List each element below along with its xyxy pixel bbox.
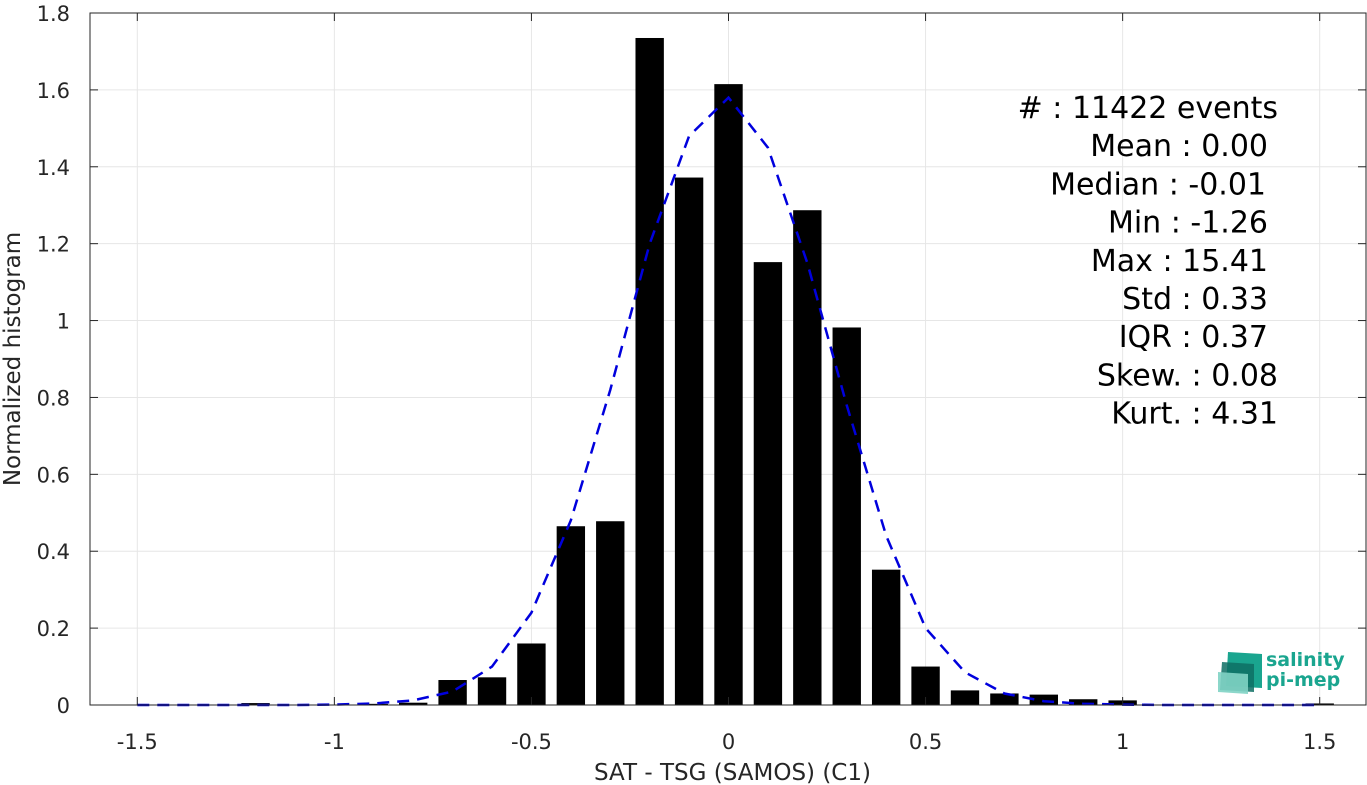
x-tick-label: 1 xyxy=(1116,730,1129,754)
x-axis-ticks: -1.5 -1 -0.5 0 0.5 1 1.5 xyxy=(117,13,1336,754)
logo-text-line1: salinity xyxy=(1266,649,1345,671)
histogram-bars xyxy=(241,37,1334,706)
histogram-bar xyxy=(793,210,822,705)
histogram-bar xyxy=(832,327,861,705)
y-tick-label: 1.4 xyxy=(37,156,70,180)
y-tick-label: 1.8 xyxy=(37,2,70,26)
stat-line: Kurt. : 4.31 xyxy=(1111,397,1278,432)
x-tick-label: 0 xyxy=(722,730,735,754)
y-tick-label: 0.6 xyxy=(37,463,70,487)
stat-line: Max : 15.41 xyxy=(1091,244,1268,279)
x-tick-label: -1.5 xyxy=(117,730,158,754)
x-tick-label: 0.5 xyxy=(909,730,942,754)
histogram-bar xyxy=(1029,694,1058,705)
logo-wave-front-icon xyxy=(1218,672,1248,694)
x-tick-label: 1.5 xyxy=(1303,730,1336,754)
histogram-bar xyxy=(241,703,270,705)
histogram-bar xyxy=(1069,699,1098,705)
histogram-bar xyxy=(399,702,428,705)
y-axis-label: Normalized histogram xyxy=(0,232,26,486)
y-tick-label: 0.4 xyxy=(37,540,70,564)
y-tick-label: 1.6 xyxy=(37,79,70,103)
salinity-pi-mep-logo: salinity pi-mep xyxy=(1218,649,1345,694)
histogram-bar xyxy=(359,703,388,705)
y-tick-label: 0 xyxy=(57,694,70,718)
y-tick-label: 1.2 xyxy=(37,233,70,257)
stat-line: Median : -0.01 xyxy=(1050,167,1266,202)
x-axis-label: SAT - TSG (SAMOS) (C1) xyxy=(594,760,871,785)
histogram-bar xyxy=(556,526,586,705)
histogram-bar xyxy=(477,677,507,705)
histogram-bar xyxy=(635,37,664,705)
stat-line: # : 11422 events xyxy=(1018,91,1278,126)
histogram-bar xyxy=(871,569,901,705)
stat-line: IQR : 0.37 xyxy=(1119,320,1268,355)
stat-line: Mean : 0.00 xyxy=(1090,129,1268,164)
logo-text-line2: pi-mep xyxy=(1266,669,1340,691)
histogram-bar xyxy=(714,84,743,706)
stat-line: Std : 0.33 xyxy=(1122,282,1268,317)
stat-line: Min : -1.26 xyxy=(1108,206,1268,241)
stat-line: Skew. : 0.08 xyxy=(1097,358,1278,393)
x-tick-label: -0.5 xyxy=(511,730,552,754)
histogram-bar xyxy=(674,177,704,705)
histogram-bar xyxy=(517,643,546,705)
y-tick-label: 1 xyxy=(57,310,70,334)
histogram-bar xyxy=(950,690,980,705)
histogram-bar xyxy=(990,693,1019,705)
y-tick-label: 0.8 xyxy=(37,386,70,410)
histogram-bar xyxy=(753,262,783,705)
x-tick-label: -1 xyxy=(324,730,345,754)
y-axis-ticks: 0 0.2 0.4 0.6 0.8 1 1.2 1.4 1.6 1.8 xyxy=(37,2,1366,718)
histogram-bar xyxy=(596,521,625,705)
y-tick-label: 0.2 xyxy=(37,617,70,641)
